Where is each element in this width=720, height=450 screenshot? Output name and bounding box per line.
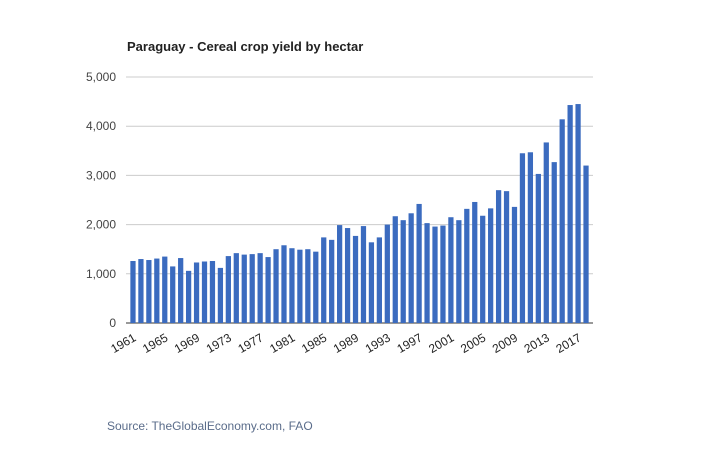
bar-1975 (241, 254, 247, 323)
x-axis-ticks: 1961 1965 1969 1973 1977 1981 1985 1989 1993 1997… (108, 330, 584, 356)
bar-1967 (178, 258, 184, 323)
bar-1991 (368, 242, 375, 323)
x-tick-label: 1965 (140, 330, 170, 356)
bar-2011 (527, 152, 534, 323)
bar-2015 (559, 119, 565, 323)
x-tick-label: 2017 (553, 330, 583, 356)
x-tick-label: 1973 (204, 330, 234, 356)
bar-1987 (337, 225, 343, 323)
bar-2003 (464, 208, 470, 323)
source-note: Source: TheGlobalEconomy.com, FAO (107, 419, 313, 433)
x-tick-label: 2005 (458, 330, 488, 356)
bar-1986 (329, 239, 335, 323)
bar-2016 (567, 105, 573, 323)
bar-1962 (138, 259, 144, 323)
bar-2004 (472, 201, 478, 323)
bar-1999 (432, 226, 438, 323)
bar-2008 (503, 191, 510, 323)
bar-1979 (273, 249, 279, 323)
x-tick-label: 1989 (331, 330, 361, 356)
bar-2010 (519, 153, 526, 323)
bar-1966 (170, 266, 176, 323)
y-tick-label: 0 (109, 316, 116, 330)
x-tick-label: 1969 (172, 330, 202, 356)
bar-1985 (321, 237, 327, 323)
bar-1983 (305, 249, 311, 323)
bar-2000 (440, 225, 446, 323)
x-tick-label: 1985 (299, 330, 329, 356)
bar-1970 (201, 261, 208, 323)
bar-1969 (193, 262, 200, 323)
bar-1968 (185, 270, 192, 323)
bar-1997 (416, 203, 422, 323)
y-axis-ticks: 0 1,000 2,000 3,000 4,000 5,000 (86, 70, 116, 330)
bar-1965 (162, 256, 168, 323)
bar-2006 (488, 208, 494, 323)
bar-2007 (495, 190, 502, 323)
x-tick-label: 1981 (267, 330, 297, 356)
bar-2018 (583, 165, 589, 323)
x-tick-label: 2001 (426, 330, 456, 356)
bar-1978 (265, 257, 271, 323)
bar-1990 (360, 226, 367, 323)
bar-1984 (313, 251, 319, 323)
y-tick-label: 1,000 (86, 267, 116, 281)
bar-2001 (448, 217, 454, 323)
bar-2013 (543, 142, 549, 323)
bar-1971 (209, 261, 216, 323)
bar-2002 (456, 220, 462, 323)
x-tick-label: 2013 (522, 330, 552, 356)
bar-1976 (249, 254, 255, 323)
bar-1981 (289, 248, 295, 323)
bar-1973 (225, 256, 231, 323)
bar-1989 (352, 235, 359, 323)
y-tick-label: 4,000 (86, 119, 116, 133)
x-tick-label: 2009 (490, 330, 520, 356)
bar-1963 (146, 260, 152, 323)
y-tick-label: 5,000 (86, 70, 116, 84)
bar-2005 (480, 215, 486, 323)
bar-1996 (408, 213, 414, 323)
x-tick-label: 1977 (236, 330, 266, 356)
bar-2014 (551, 162, 557, 323)
bar-1993 (384, 224, 390, 323)
bar-2009 (511, 206, 518, 323)
bar-1977 (257, 253, 263, 323)
y-tick-label: 2,000 (86, 218, 116, 232)
bar-1995 (400, 220, 406, 323)
bar-1974 (233, 253, 239, 323)
chart-title: Paraguay - Cereal crop yield by hectar (127, 39, 364, 54)
y-tick-label: 3,000 (86, 168, 116, 182)
bar-1992 (376, 237, 382, 323)
bar-2012 (535, 173, 541, 323)
x-tick-label: 1997 (394, 330, 424, 356)
bar-1964 (154, 258, 160, 323)
bar-1961 (130, 261, 136, 323)
bar-1994 (392, 216, 398, 323)
bars (130, 104, 589, 323)
bar-1980 (281, 245, 287, 323)
x-tick-label: 1961 (108, 330, 138, 356)
bar-1988 (344, 228, 351, 323)
bar-1972 (217, 267, 224, 323)
x-tick-label: 1993 (363, 330, 393, 356)
bar-1998 (424, 223, 430, 323)
bar-1982 (297, 249, 303, 323)
bar-2017 (575, 104, 581, 323)
